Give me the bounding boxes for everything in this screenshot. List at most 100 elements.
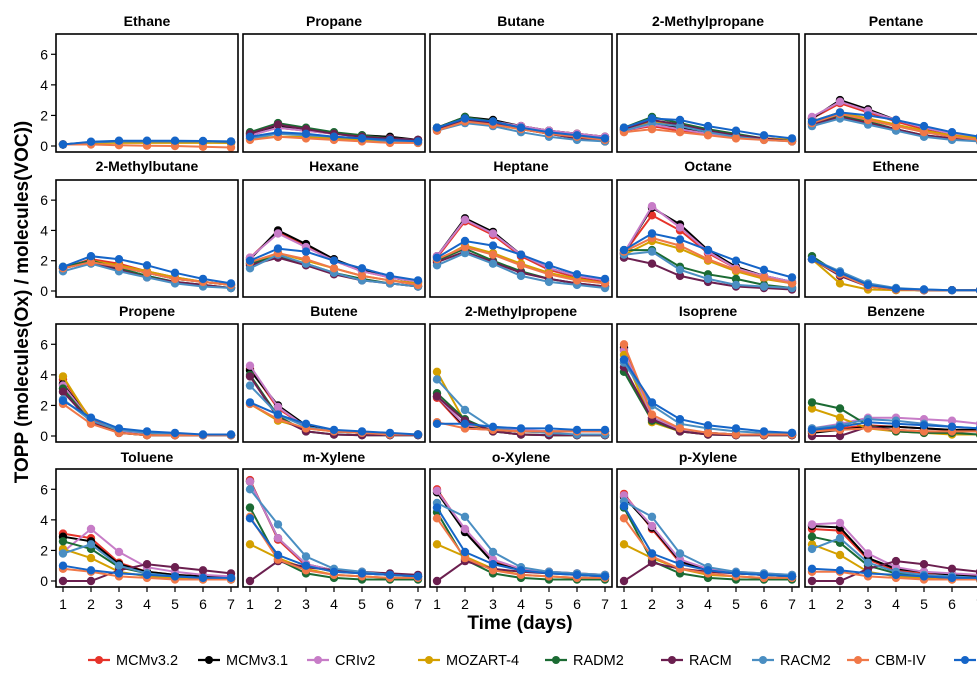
data-point-criv2 <box>835 97 845 106</box>
data-point-cb05 <box>142 136 152 145</box>
data-point-cbm-iv <box>460 553 470 563</box>
data-point-cb05 <box>432 123 442 132</box>
data-point-cb05 <box>198 573 208 583</box>
y-tick-label: 2 <box>40 542 48 558</box>
data-point-racm2 <box>273 520 283 529</box>
panels: Ethane 0 2 4 6 Propane Butane 2-Methylpropane Pe… <box>40 13 977 612</box>
data-point-cb05 <box>835 566 845 575</box>
legend-key-point <box>314 656 322 664</box>
legend-entry-mozart-4: MOZART-4 <box>418 653 519 669</box>
data-point-cb05 <box>58 262 68 271</box>
data-point-cb05 <box>675 115 685 125</box>
panel-butane: Butane <box>429 13 613 153</box>
data-point-cb05 <box>170 572 180 581</box>
data-point-racm2 <box>432 261 442 270</box>
panel-title: Toluene <box>121 449 174 465</box>
panel-title: m-Xylene <box>303 449 365 465</box>
data-point-cb05 <box>572 425 582 435</box>
data-point-mozart-4 <box>619 540 629 549</box>
data-point-criv2 <box>488 229 498 238</box>
data-point-cb05 <box>731 424 741 433</box>
data-point-racm <box>142 560 152 569</box>
data-point-cb05 <box>600 274 610 284</box>
data-point-cb05 <box>647 229 657 238</box>
data-point-cb05 <box>544 128 554 137</box>
data-point-criv2 <box>273 534 283 543</box>
data-point-cb05 <box>245 398 255 407</box>
data-point-cb05 <box>460 419 470 428</box>
data-point-racm2 <box>731 280 741 290</box>
panel-benzene: Benzene <box>804 303 977 443</box>
panel-title: Pentane <box>869 13 924 29</box>
data-point-cb05 <box>807 564 817 573</box>
data-point-racm <box>947 564 957 573</box>
panel-plot <box>58 524 236 586</box>
data-point-cb05 <box>329 256 339 265</box>
panel-title: p-Xylene <box>679 449 738 465</box>
y-tick-label: 0 <box>40 138 48 154</box>
data-point-cb05 <box>619 501 629 511</box>
data-point-cb05 <box>226 279 236 288</box>
data-point-mozart-4 <box>835 550 845 560</box>
data-point-cb05 <box>572 270 582 279</box>
data-point-cbm-iv <box>619 340 629 349</box>
data-point-racm <box>245 372 255 381</box>
data-point-racm <box>58 576 68 586</box>
data-point-criv2 <box>245 361 255 370</box>
panel-propene: Propene 0 2 4 6 <box>40 303 239 444</box>
panel-frame <box>429 33 613 153</box>
legend-label: RADM2 <box>573 653 624 669</box>
panel-pentane: Pentane <box>804 13 977 153</box>
data-point-cb05 <box>891 570 901 580</box>
data-point-cb05 <box>114 136 124 145</box>
data-point-cb05 <box>863 418 873 427</box>
panel-plot <box>432 367 610 440</box>
data-point-racm2 <box>245 264 255 273</box>
y-tick-label: 4 <box>40 77 48 93</box>
data-point-cb05 <box>835 108 845 117</box>
data-point-racm2 <box>835 534 845 543</box>
panel-ethene: Ethene <box>804 158 977 298</box>
data-point-cb05 <box>86 413 96 422</box>
data-point-cb05 <box>226 573 236 583</box>
data-point-mozart-4 <box>58 372 68 381</box>
x-tick-label: 1 <box>433 596 441 612</box>
data-point-cb05 <box>919 285 929 294</box>
panel-heptane: Heptane <box>429 158 613 298</box>
data-point-cbm-iv <box>432 514 442 523</box>
data-point-criv2 <box>863 549 873 558</box>
data-point-cb05 <box>460 236 470 246</box>
data-point-racm <box>647 558 657 567</box>
y-tick-label: 6 <box>40 46 48 62</box>
data-point-racm2 <box>245 381 255 390</box>
data-point-cb05 <box>863 111 873 120</box>
y-tick-label: 2 <box>40 253 48 269</box>
data-point-cbm-iv <box>516 261 526 270</box>
data-point-cb05 <box>86 252 96 261</box>
panel-title: Ethylbenzene <box>851 449 941 465</box>
data-point-cb05 <box>226 430 236 439</box>
data-point-cb05 <box>357 569 367 578</box>
data-point-racm2 <box>863 558 873 567</box>
data-point-criv2 <box>114 547 124 557</box>
data-point-cb05 <box>488 241 498 250</box>
data-point-racm2 <box>675 121 685 131</box>
data-point-cb05 <box>759 570 769 580</box>
panel-plot <box>432 214 610 293</box>
data-point-cb05 <box>675 235 685 244</box>
data-point-cb05 <box>516 566 526 575</box>
data-point-criv2 <box>675 223 685 232</box>
data-point-cbm-iv <box>301 255 311 264</box>
data-point-cb05 <box>516 123 526 132</box>
data-point-cb05 <box>86 566 96 575</box>
data-point-cb05 <box>891 115 901 125</box>
panel-frame <box>804 33 977 153</box>
data-point-cb05 <box>357 427 367 436</box>
data-point-racm2 <box>488 259 498 268</box>
data-point-cb05 <box>703 245 713 255</box>
data-point-cb05 <box>301 419 311 428</box>
data-point-cb05 <box>86 137 96 146</box>
y-tick-label: 0 <box>40 573 48 589</box>
panel-frame <box>429 323 613 443</box>
data-point-cb05 <box>114 569 124 578</box>
